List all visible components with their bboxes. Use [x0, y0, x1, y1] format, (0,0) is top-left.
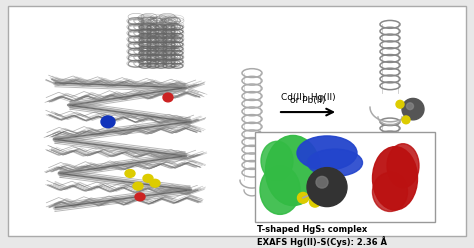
Circle shape — [402, 116, 410, 124]
Ellipse shape — [265, 135, 320, 206]
Ellipse shape — [150, 179, 160, 187]
Text: or Pb(II): or Pb(II) — [290, 96, 326, 105]
Ellipse shape — [387, 144, 419, 187]
Bar — [255, 131, 435, 222]
Ellipse shape — [373, 147, 418, 210]
Ellipse shape — [135, 193, 145, 201]
Ellipse shape — [308, 149, 363, 176]
Ellipse shape — [133, 182, 143, 190]
Circle shape — [298, 192, 309, 203]
Ellipse shape — [163, 93, 173, 102]
Ellipse shape — [101, 116, 115, 128]
Ellipse shape — [297, 136, 357, 170]
Text: Cd(II), Hg(II): Cd(II), Hg(II) — [281, 93, 335, 102]
Circle shape — [316, 176, 328, 188]
Circle shape — [402, 98, 424, 120]
Ellipse shape — [260, 166, 300, 214]
Text: T-shaped HgS₃ complex: T-shaped HgS₃ complex — [257, 225, 367, 234]
Ellipse shape — [125, 170, 135, 177]
Circle shape — [307, 168, 347, 207]
Circle shape — [407, 103, 413, 110]
Circle shape — [396, 100, 404, 108]
Ellipse shape — [261, 141, 293, 180]
Ellipse shape — [373, 172, 408, 212]
Circle shape — [310, 196, 320, 207]
Ellipse shape — [143, 174, 153, 182]
Text: EXAFS Hg(II)-S(Cys): 2.36 Å: EXAFS Hg(II)-S(Cys): 2.36 Å — [257, 236, 387, 247]
